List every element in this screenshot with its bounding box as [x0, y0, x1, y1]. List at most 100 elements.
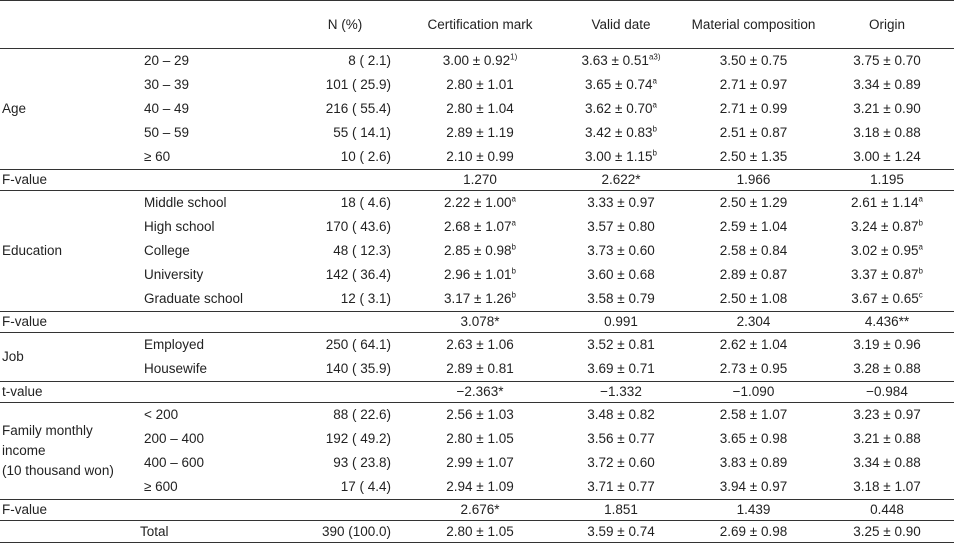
mean-sd-value: 2.99 ± 1.07 [446, 455, 514, 470]
category-label: 50 – 59 [144, 125, 190, 140]
age-group-label: Age [0, 48, 138, 170]
mean-sd-value: 2.71 ± 0.97 [719, 77, 788, 92]
mean-sd-value: 3.21 ± 0.88 [853, 431, 921, 446]
valid-date-cell: 3.00 ± 1.15b [555, 145, 687, 170]
mean-sd-value: 2.85 ± 0.98 [444, 243, 512, 258]
mean-sd-value: 3.83 ± 0.89 [719, 455, 788, 470]
n-percent-cell: 48 ( 12.3) [333, 243, 391, 258]
valid-date-cell: 3.42 ± 0.83b [555, 121, 687, 145]
certification-mark-statistic: 1.270 [405, 169, 555, 191]
n-percent-cell: 140 ( 35.9) [325, 361, 391, 376]
mean-sd-value: 2.51 ± 0.87 [719, 125, 788, 140]
table-row: Graduate school 12 ( 3.1) 3.17 ± 1.26b 3.58… [0, 287, 954, 312]
category-label: 30 – 39 [144, 77, 190, 92]
n-percent-cell: 10 ( 2.6) [340, 149, 391, 164]
origin-cell: 3.00 ± 1.24 [820, 145, 954, 170]
certification-mark-cell: 3.00 ± 0.921) [405, 48, 555, 73]
mean-sd-value: 3.24 ± 0.87 [851, 219, 919, 234]
total-valid-date: 3.59 ± 0.74 [555, 520, 687, 543]
certification-mark-cell: 2.96 ± 1.01b [405, 263, 555, 287]
certification-mark-cell: 2.85 ± 0.98b [405, 239, 555, 263]
certification-mark-cell: 2.68 ± 1.07a [405, 215, 555, 239]
material-composition-cell: 2.58 ± 1.07 [687, 402, 820, 427]
origin-cell: 3.34 ± 0.88 [820, 451, 954, 475]
job-group-label: Job [0, 332, 138, 382]
empty-cell [285, 499, 405, 521]
age-statistic-row: F-value 1.270 2.622* 1.966 1.195 [0, 169, 954, 191]
mean-sd-value: 3.17 ± 1.26 [444, 291, 512, 306]
certification-mark-cell: 2.80 ± 1.01 [405, 73, 555, 97]
n-percent-cell: 192 ( 49.2) [325, 431, 391, 446]
total-material-composition: 2.69 ± 0.98 [687, 520, 820, 543]
material-composition-cell: 2.59 ± 1.04 [687, 215, 820, 239]
significance-superscript: a [511, 194, 516, 204]
table-row: 50 – 59 55 ( 14.1) 2.89 ± 1.19 3.42 ± 0.83b… [0, 121, 954, 145]
group-label-line: (10 thousand won) [2, 463, 114, 478]
material-composition-cell: 2.51 ± 0.87 [687, 121, 820, 145]
origin-statistic: −0.984 [820, 381, 954, 403]
valid-date-cell: 3.56 ± 0.77 [555, 427, 687, 451]
group-label-line: income [2, 443, 46, 458]
empty-cell [138, 499, 285, 521]
empty-cell [138, 311, 285, 333]
category-label: 400 – 600 [144, 455, 205, 470]
valid-date-statistic: 1.851 [555, 499, 687, 521]
mean-sd-value: 3.71 ± 0.77 [587, 479, 655, 494]
mean-sd-value: 3.34 ± 0.89 [853, 77, 921, 92]
mean-sd-value: 3.62 ± 0.70 [585, 101, 653, 116]
mean-sd-value: 3.02 ± 0.95 [851, 243, 919, 258]
valid-date-statistic: 2.622* [555, 169, 687, 191]
group-label-line: Family monthly [2, 423, 93, 438]
mean-sd-value: 3.00 ± 1.15 [585, 149, 653, 164]
empty-cell [138, 169, 285, 191]
table-row: ≥ 60 10 ( 2.6) 2.10 ± 0.99 3.00 ± 1.15b 2.50… [0, 145, 954, 170]
origin-cell: 3.21 ± 0.90 [820, 97, 954, 121]
origin-cell: 2.61 ± 1.14a [820, 190, 954, 215]
mean-sd-value: 2.22 ± 1.00 [444, 195, 512, 210]
material-composition-cell: 2.73 ± 0.95 [687, 357, 820, 382]
empty-cell [285, 311, 405, 333]
mean-sd-value: 2.58 ± 1.07 [719, 407, 788, 422]
mean-sd-value: 2.56 ± 1.03 [446, 407, 514, 422]
material-composition-statistic: 2.304 [687, 311, 820, 333]
origin-cell: 3.21 ± 0.88 [820, 427, 954, 451]
mean-sd-value: 3.63 ± 0.51 [581, 53, 649, 68]
material-composition-statistic: 1.966 [687, 169, 820, 191]
category-label: ≥ 60 [144, 149, 171, 164]
origin-cell: 3.34 ± 0.89 [820, 73, 954, 97]
n-percent-cell: 216 ( 55.4) [325, 101, 391, 116]
mean-sd-value: 2.89 ± 0.87 [719, 267, 788, 282]
mean-sd-value: 3.72 ± 0.60 [587, 455, 655, 470]
mean-sd-value: 3.57 ± 0.80 [587, 219, 655, 234]
valid-date-cell: 3.62 ± 0.70a [555, 97, 687, 121]
mean-sd-value: 3.28 ± 0.88 [853, 361, 921, 376]
material-composition-cell: 2.71 ± 0.99 [687, 97, 820, 121]
mean-sd-value: 2.59 ± 1.04 [719, 219, 788, 234]
origin-statistic: 1.195 [820, 169, 954, 191]
significance-superscript: a3) [648, 52, 661, 62]
significance-superscript: a [918, 194, 923, 204]
certification-mark-cell: 2.80 ± 1.05 [405, 427, 555, 451]
certification-mark-cell: 2.89 ± 0.81 [405, 357, 555, 382]
n-percent-cell: 8 ( 2.1) [285, 48, 405, 73]
mean-sd-value: 2.10 ± 0.99 [446, 149, 514, 164]
category-label: Housewife [144, 361, 208, 376]
valid-date-cell: 3.33 ± 0.97 [555, 190, 687, 215]
valid-date-cell: 3.60 ± 0.68 [555, 263, 687, 287]
valid-date-cell: 3.71 ± 0.77 [555, 475, 687, 500]
total-n-percent: 390 (100.0) [285, 520, 405, 543]
origin-cell: 3.28 ± 0.88 [820, 357, 954, 382]
table-row: Housewife 140 ( 35.9) 2.89 ± 0.81 3.69 ± 0.… [0, 357, 954, 382]
mean-sd-value: 2.50 ± 1.08 [719, 291, 788, 306]
mean-sd-value: 3.65 ± 0.98 [719, 431, 788, 446]
certification-mark-cell: 2.89 ± 1.19 [405, 121, 555, 145]
origin-cell: 3.23 ± 0.97 [820, 402, 954, 427]
material-composition-cell: 2.50 ± 1.29 [687, 190, 820, 215]
category-label: < 200 [138, 402, 285, 427]
header-origin: Origin [820, 0, 954, 49]
mean-sd-value: 3.00 ± 0.92 [442, 53, 511, 68]
material-composition-cell: 2.50 ± 1.35 [687, 145, 820, 170]
category-label: 200 – 400 [144, 431, 205, 446]
table-row: 200 – 400 192 ( 49.2) 2.80 ± 1.05 3.56 ± 0.… [0, 427, 954, 451]
header-blank [0, 0, 138, 49]
